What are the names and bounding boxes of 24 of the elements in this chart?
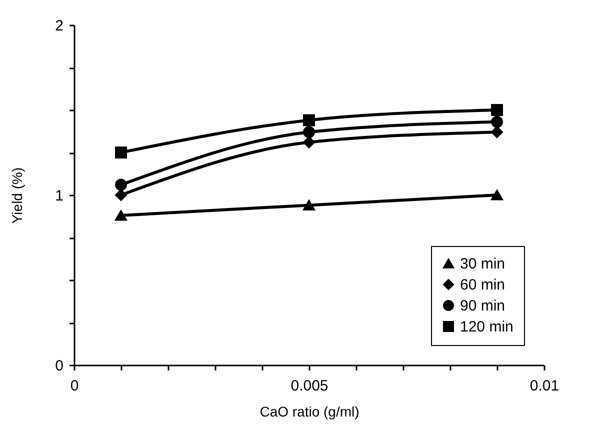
y-axis-title: Yield (%) — [9, 167, 26, 224]
point — [491, 126, 503, 138]
point — [115, 210, 127, 221]
legend-label: 60 min — [460, 276, 506, 294]
x-tick-label: 0.005 — [290, 378, 328, 394]
y-tick-label: 2 — [55, 18, 64, 34]
point — [491, 104, 503, 116]
x-tick-label: 0 — [70, 378, 79, 394]
x-axis-title: CaO ratio (g/ml) — [260, 404, 360, 420]
point — [115, 189, 127, 201]
point — [491, 116, 503, 128]
legend-label: 120 min — [460, 318, 514, 336]
point — [303, 114, 315, 126]
point — [115, 146, 127, 158]
x-tick-label: 0.01 — [530, 378, 560, 394]
legend-label: 90 min — [460, 298, 506, 314]
point — [303, 126, 315, 138]
y-tick-label: 1 — [55, 188, 64, 204]
point — [303, 200, 315, 210]
legend-label: 30 min — [460, 256, 506, 272]
point — [491, 190, 503, 200]
point — [115, 178, 127, 191]
y-tick-label: 0 — [55, 358, 64, 374]
point — [303, 136, 315, 148]
